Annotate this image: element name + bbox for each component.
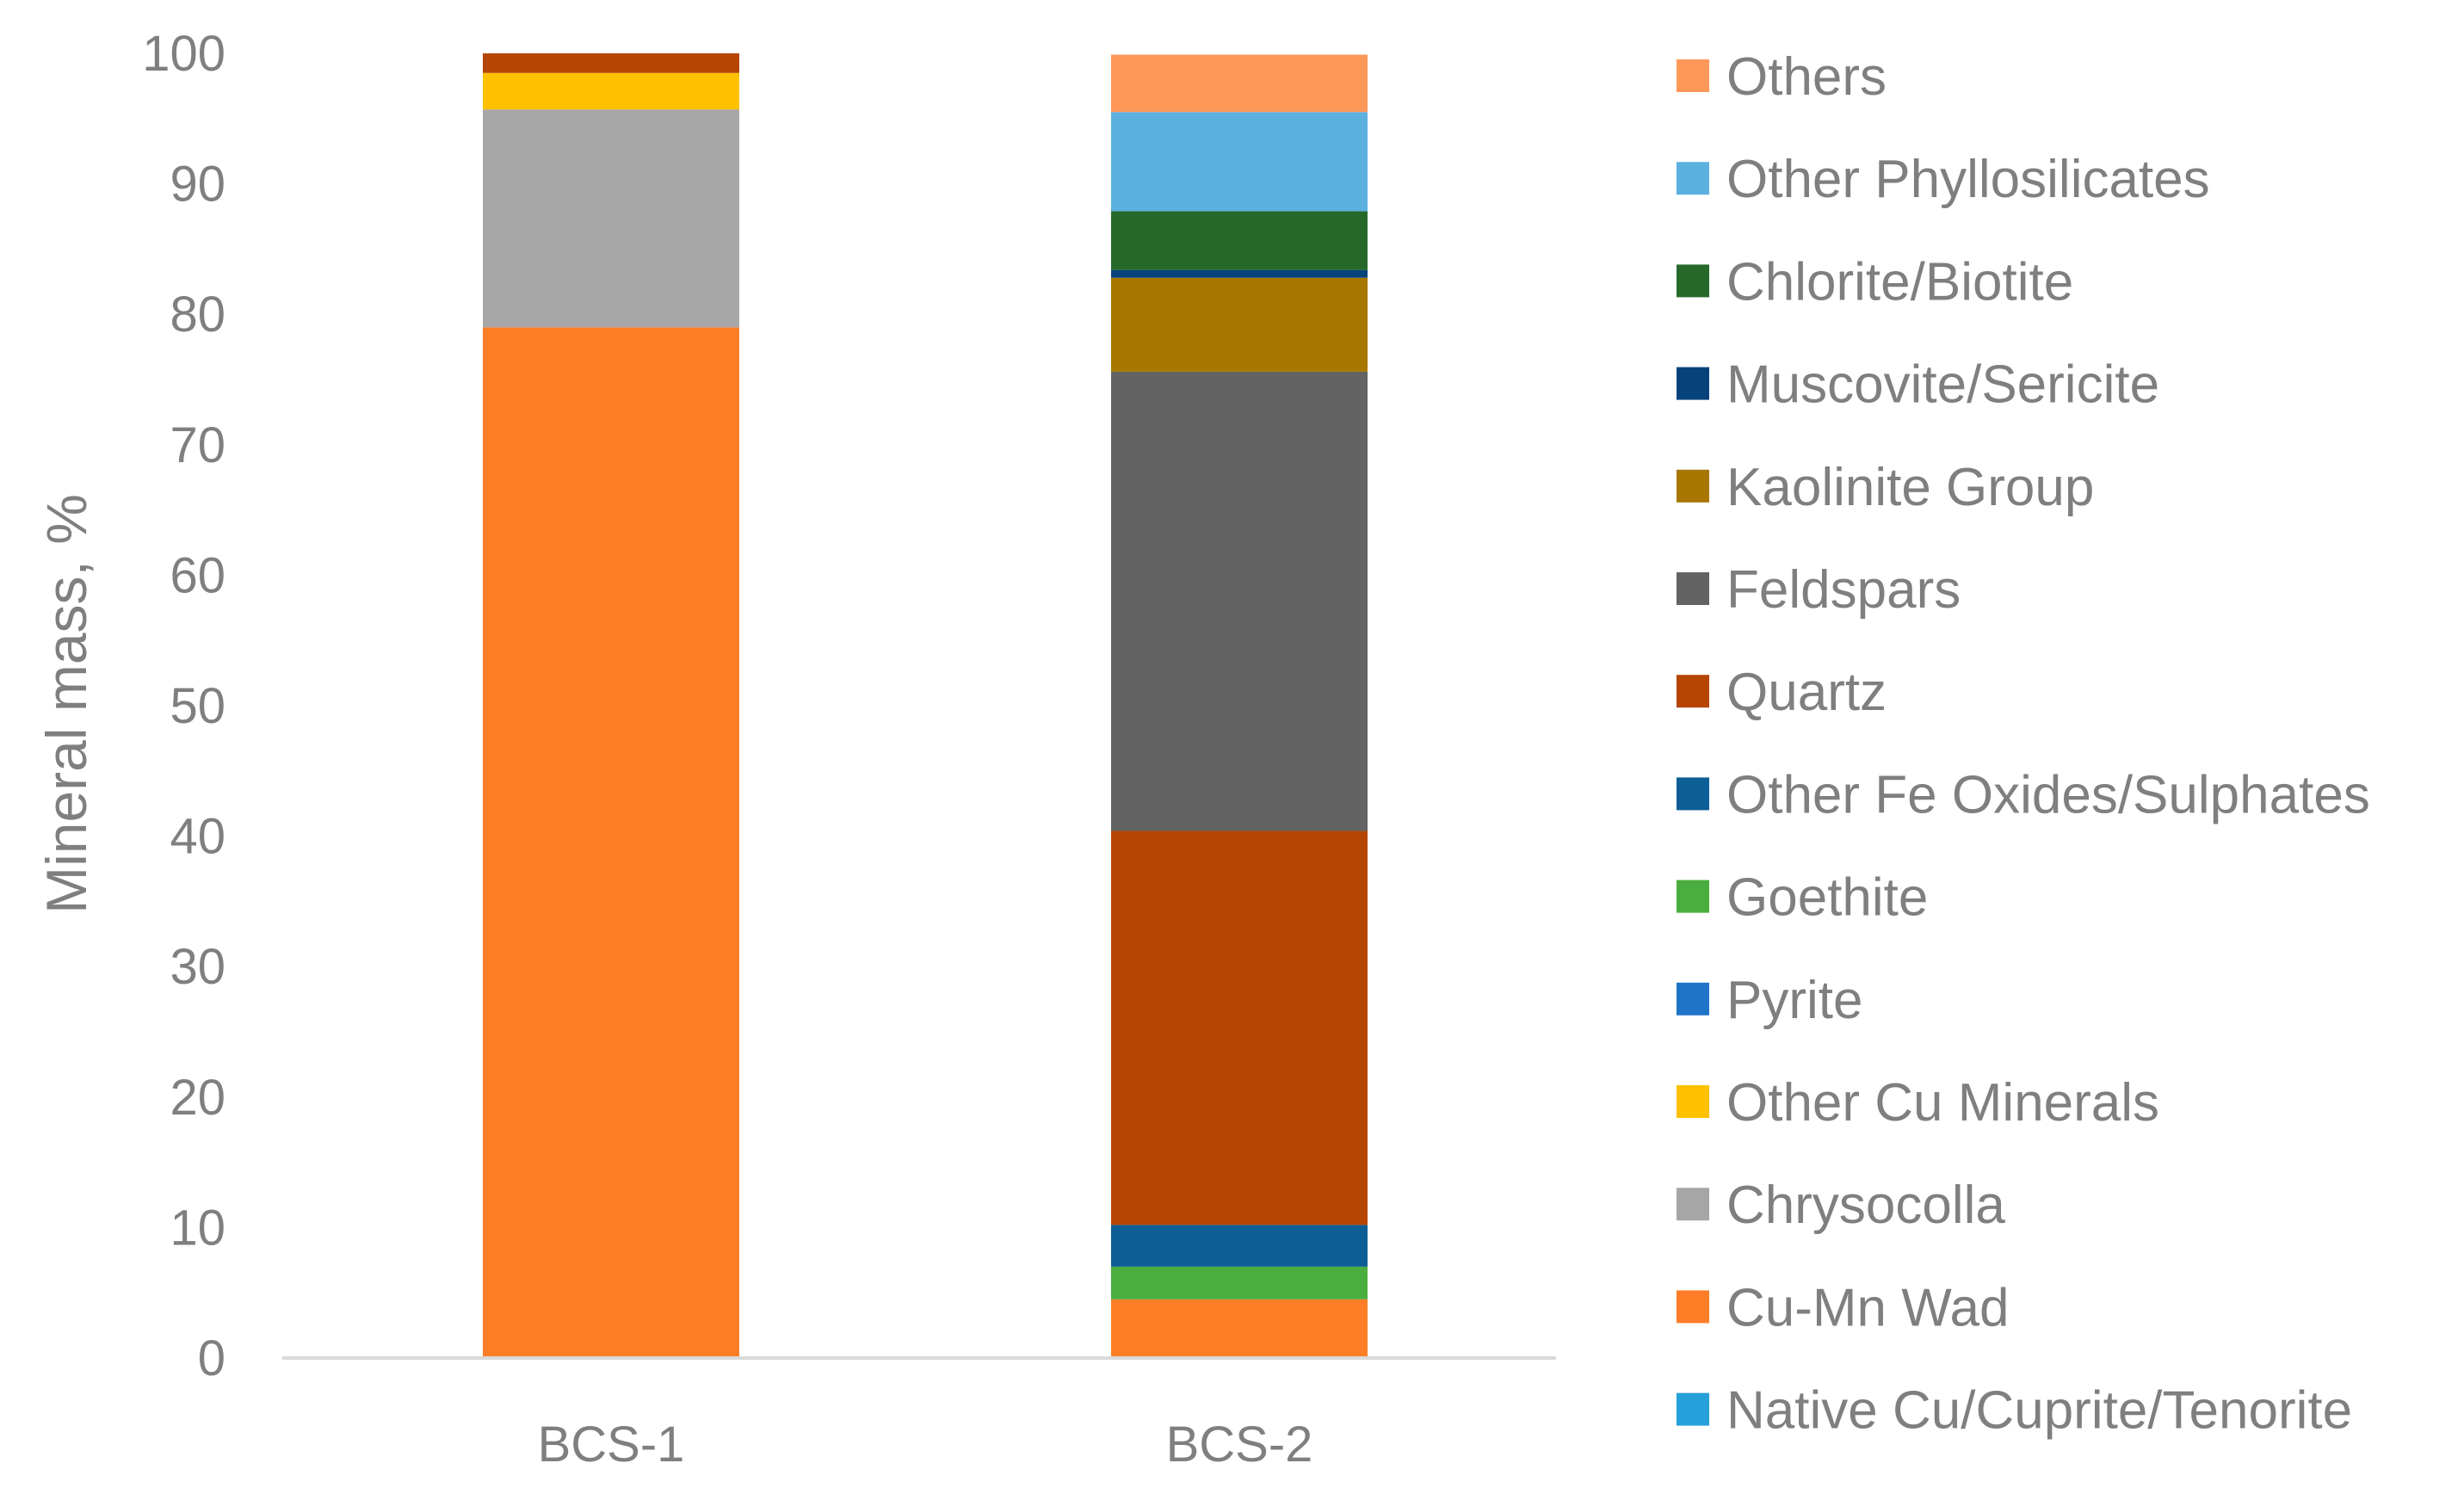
legend-swatch bbox=[1677, 880, 1709, 913]
bar-segment-bcs-1-chrysocolla bbox=[483, 109, 739, 328]
legend-swatch bbox=[1677, 59, 1709, 92]
y-tick-label: 20 bbox=[170, 1070, 225, 1126]
legend-swatch bbox=[1677, 264, 1709, 298]
legend-label: Chrysocolla bbox=[1726, 1176, 2005, 1235]
legend-label: Goethite bbox=[1726, 868, 1928, 928]
bar-segment-bcs-2-others bbox=[1111, 54, 1368, 113]
legend-label: Feldspars bbox=[1726, 560, 1961, 620]
legend-swatch bbox=[1677, 162, 1709, 195]
legend-label: Quartz bbox=[1726, 663, 1887, 722]
legend-label: Pyrite bbox=[1726, 971, 1862, 1030]
legend-swatch bbox=[1677, 777, 1709, 811]
bar-segment-bcs-2-cu-mn-wad bbox=[1111, 1299, 1368, 1358]
y-tick-label: 70 bbox=[170, 417, 225, 473]
y-tick-label: 40 bbox=[170, 809, 225, 865]
legend-swatch bbox=[1677, 572, 1709, 605]
bar-segment-bcs-2-goethite bbox=[1111, 1266, 1368, 1300]
bar-segment-bcs-2-other-phyllosilicates bbox=[1111, 112, 1368, 212]
legend-label: Chlorite/Biotite bbox=[1726, 252, 2073, 312]
legend-swatch bbox=[1677, 1392, 1709, 1426]
bar-segment-bcs-1-other-cu-minerals bbox=[483, 72, 739, 110]
legend-label: Others bbox=[1726, 47, 1887, 107]
legend-label: Native Cu/Cuprite/Tenorite bbox=[1726, 1381, 2352, 1441]
bar-segment-bcs-2-other-fe-oxides-sulphates bbox=[1111, 1225, 1368, 1267]
y-tick-label: 50 bbox=[170, 678, 225, 734]
y-tick-label: 100 bbox=[142, 26, 225, 82]
bar-segment-bcs-1-quartz bbox=[483, 53, 739, 73]
x-category-label: BCS-1 bbox=[538, 1417, 685, 1472]
bar-segment-bcs-2-chlorite-biotite bbox=[1111, 211, 1368, 270]
y-axis-title: Mineral mass, % bbox=[34, 494, 98, 914]
y-tick-labels: 0 10 20 30 40 50 60 70 80 90 100 bbox=[142, 26, 225, 1386]
legend-label: Other Phyllosilicates bbox=[1726, 150, 2210, 209]
x-category-labels: BCS-1 BCS-2 bbox=[538, 1417, 1313, 1472]
bar-segment-bcs-1-cu-mn-wad bbox=[483, 327, 739, 1358]
y-tick-label: 0 bbox=[198, 1330, 225, 1386]
y-tick-label: 80 bbox=[170, 287, 225, 343]
legend-swatch bbox=[1677, 982, 1709, 1016]
y-tick-label: 60 bbox=[170, 547, 225, 603]
legend-label: Other Fe Oxides/Sulphates bbox=[1726, 765, 2370, 824]
y-tick-label: 10 bbox=[170, 1200, 225, 1256]
legend-label: Other Cu Minerals bbox=[1726, 1073, 2159, 1133]
bar-segment-bcs-2-muscovite-sericite bbox=[1111, 269, 1368, 278]
legend: Others Other Phyllosilicates Chlorite/Biot… bbox=[1677, 47, 2370, 1441]
legend-swatch bbox=[1677, 1290, 1709, 1324]
legend-label: Cu-Mn Wad bbox=[1726, 1278, 2009, 1337]
legend-swatch bbox=[1677, 367, 1709, 400]
y-tick-label: 30 bbox=[170, 939, 225, 995]
bar-segment-bcs-2-kaolinite-group bbox=[1111, 277, 1368, 372]
bars-group bbox=[483, 53, 1368, 1358]
legend-label: Muscovite/Sericite bbox=[1726, 355, 2159, 415]
bar-segment-bcs-2-feldspars bbox=[1111, 371, 1368, 831]
legend-label: Kaolinite Group bbox=[1726, 458, 2094, 517]
legend-swatch bbox=[1677, 469, 1709, 503]
legend-swatch bbox=[1677, 1188, 1709, 1221]
legend-swatch bbox=[1677, 1085, 1709, 1118]
bar-segment-bcs-2-quartz bbox=[1111, 830, 1368, 1225]
legend-swatch bbox=[1677, 675, 1709, 708]
y-tick-label: 90 bbox=[170, 157, 225, 213]
x-category-label: BCS-2 bbox=[1166, 1417, 1313, 1472]
